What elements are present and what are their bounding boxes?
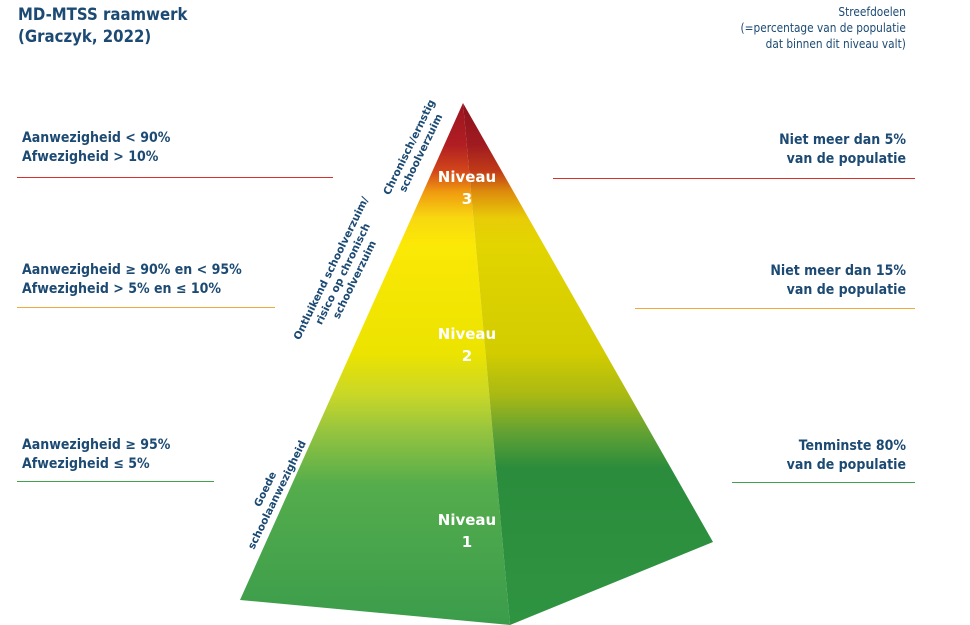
target-level-2: Niet meer dan 15% van de populatie <box>770 262 906 300</box>
level-1-name: Niveau <box>438 511 496 529</box>
goals-heading-line-2: (=percentage van de populatie <box>740 21 906 35</box>
rule-left-level-1 <box>17 481 214 482</box>
goals-heading-line-1: Streefdoelen <box>838 5 906 19</box>
criteria-level-1-absence: Afwezigheid ≤ 5% <box>22 456 150 472</box>
criteria-level-3-attendance: Aanwezigheid < 90% <box>22 130 171 146</box>
rule-right-level-1 <box>732 482 915 483</box>
level-2-name: Niveau <box>438 325 496 343</box>
goals-heading: Streefdoelen (=percentage van de populat… <box>741 4 906 52</box>
level-2-number: 2 <box>462 347 472 365</box>
level-2-label: Niveau 2 <box>438 325 496 365</box>
criteria-level-1: Aanwezigheid ≥ 95% Afwezigheid ≤ 5% <box>22 436 170 474</box>
target-level-1: Tenminste 80% van de populatie <box>787 437 906 475</box>
pyramid-right-face <box>463 103 713 625</box>
target-level-1-line-1: Tenminste 80% <box>798 438 906 454</box>
criteria-level-2-absence: Afwezigheid > 5% en ≤ 10% <box>22 281 221 297</box>
goals-heading-line-3: dat binnen dit niveau valt) <box>765 37 906 51</box>
target-level-2-line-1: Niet meer dan 15% <box>770 263 906 279</box>
level-1-label: Niveau 1 <box>438 511 496 551</box>
criteria-level-3-absence: Afwezigheid > 10% <box>22 149 159 165</box>
rule-right-level-3 <box>553 178 915 179</box>
criteria-level-2-attendance: Aanwezigheid ≥ 90% en < 95% <box>22 262 242 278</box>
level-1-number: 1 <box>462 533 472 551</box>
criteria-level-3: Aanwezigheid < 90% Afwezigheid > 10% <box>22 129 170 167</box>
target-level-1-line-2: van de populatie <box>786 457 906 473</box>
level-3-label: Niveau 3 <box>438 168 496 208</box>
target-level-3: Niet meer dan 5% van de populatie <box>779 131 906 169</box>
criteria-level-2: Aanwezigheid ≥ 90% en < 95% Afwezigheid … <box>22 261 242 299</box>
criteria-level-1-attendance: Aanwezigheid ≥ 95% <box>22 437 171 453</box>
pyramid-left-face <box>240 103 510 625</box>
title-line-1: MD-MTSS raamwerk <box>18 5 188 25</box>
title-line-2: (Graczyk, 2022) <box>18 27 152 47</box>
target-level-3-line-1: Niet meer dan 5% <box>779 132 906 148</box>
target-level-2-line-2: van de populatie <box>786 282 906 298</box>
rule-left-level-2 <box>17 307 275 308</box>
level-3-number: 3 <box>462 190 472 208</box>
diagram-title: MD-MTSS raamwerk (Graczyk, 2022) <box>18 4 187 48</box>
rule-right-level-2 <box>635 308 915 309</box>
level-3-name: Niveau <box>438 168 496 186</box>
target-level-3-line-2: van de populatie <box>786 151 906 167</box>
rule-left-level-3 <box>17 177 333 178</box>
